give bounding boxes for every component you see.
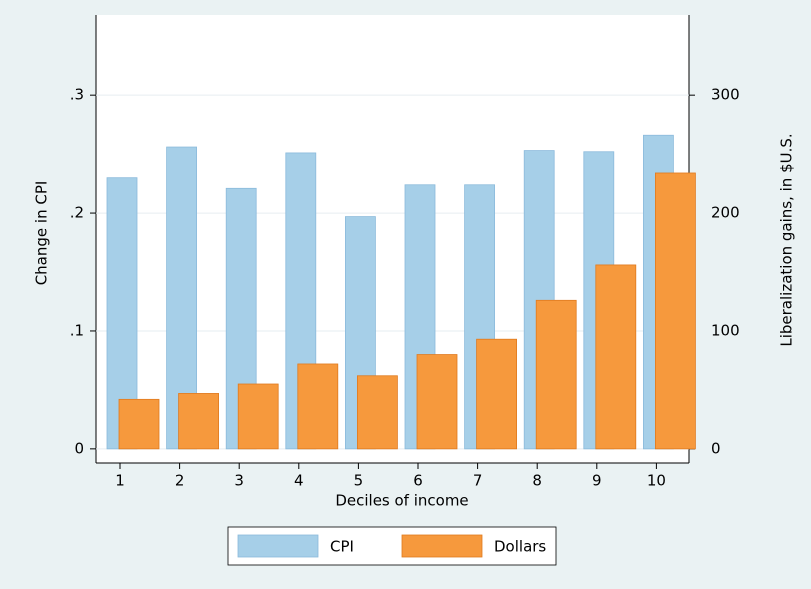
bar xyxy=(237,383,279,450)
bar xyxy=(178,393,220,450)
y2-tick-label: 300 xyxy=(711,86,740,104)
legend-label: CPI xyxy=(330,538,354,556)
legend-swatch xyxy=(401,534,483,558)
x-tick-label: 8 xyxy=(532,472,542,490)
bar xyxy=(655,172,696,450)
x-tick-label: 3 xyxy=(234,472,244,490)
bar xyxy=(356,375,398,450)
bar xyxy=(118,398,160,450)
y-tick-label: .1 xyxy=(70,321,84,339)
y-axis-title: Change in CPI xyxy=(33,181,51,286)
x-tick-label: 4 xyxy=(294,472,304,490)
y-tick-label: .3 xyxy=(70,86,84,104)
bar xyxy=(595,264,637,450)
x-axis-title: Deciles of income xyxy=(335,492,468,510)
bar xyxy=(297,363,339,450)
x-tick-label: 7 xyxy=(473,472,483,490)
bar xyxy=(416,354,458,450)
bar xyxy=(535,299,577,450)
legend-swatch xyxy=(237,534,319,558)
legend-label: Dollars xyxy=(494,538,546,556)
bar xyxy=(476,338,518,450)
y2-tick-label: 0 xyxy=(711,439,721,457)
x-tick-label: 5 xyxy=(354,472,364,490)
x-tick-label: 9 xyxy=(592,472,602,490)
x-tick-label: 1 xyxy=(115,472,125,490)
x-tick-label: 2 xyxy=(175,472,185,490)
y2-tick-label: 100 xyxy=(711,321,740,339)
y-tick-label: 0 xyxy=(74,439,84,457)
y2-tick-label: 200 xyxy=(711,204,740,222)
y-tick-label: .2 xyxy=(70,204,84,222)
x-tick-label: 10 xyxy=(647,472,666,490)
y2-axis-title: Liberalization gains, in $U.S. xyxy=(778,133,796,346)
x-tick-label: 6 xyxy=(413,472,423,490)
